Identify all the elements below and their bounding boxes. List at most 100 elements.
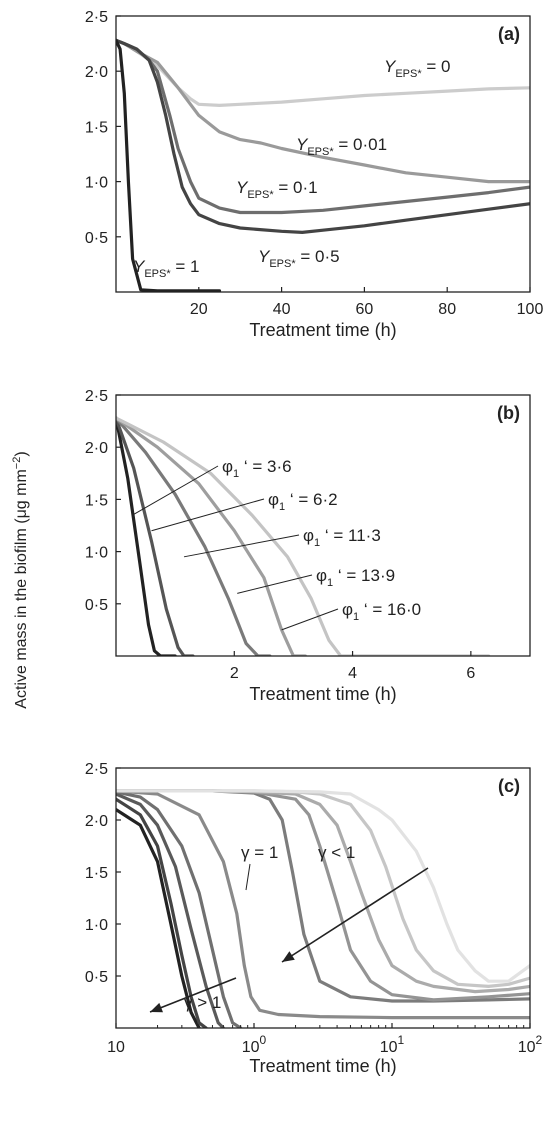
leader-line-3 <box>183 534 300 558</box>
series-label-symbol: φ <box>342 600 353 619</box>
x-tick-label: 10 <box>107 1039 125 1056</box>
panel-label: (a) <box>498 24 520 44</box>
x-tick-label-base: 10 <box>518 1039 536 1056</box>
panel-label: (c) <box>498 776 520 796</box>
y-tick-label: 1·5 <box>85 119 108 136</box>
series-label-symbol: φ <box>222 457 233 476</box>
arrow-gamma-gt-1-head <box>150 1002 163 1013</box>
y-tick-label: 0·5 <box>85 597 108 614</box>
series-label-1: YEPS* = 0 <box>384 57 450 80</box>
series-label-3: φ1 ‘ = 11·3 <box>303 526 381 549</box>
x-tick-label: 100 <box>517 301 544 318</box>
series-line-3 <box>116 416 272 656</box>
series-line-1 <box>116 38 530 107</box>
y-axis-label: Active mass in the biofilm (μg mm−2) <box>11 451 30 708</box>
series-label-value: ‘ = 16·0 <box>359 600 421 619</box>
series-label-symbol: Y <box>133 257 146 276</box>
series-label-value: ‘ = 6·2 <box>285 490 337 509</box>
y-tick-label: 1·5 <box>85 492 108 509</box>
series-label-subscript: 1 <box>327 577 333 589</box>
y-tick-label: 2·5 <box>85 761 108 778</box>
series-label-value: = 1 <box>171 257 200 276</box>
series-line-5 <box>116 38 222 292</box>
x-tick-label-exponent: 2 <box>536 1033 543 1047</box>
y-axis-label-close: ) <box>13 451 30 456</box>
axes-frame <box>115 15 531 293</box>
series-label-value: = 0·1 <box>274 178 318 197</box>
series-label-value: = 0·01 <box>334 135 387 154</box>
series-label-symbol: Y <box>236 178 249 197</box>
series-line-1 <box>116 808 201 1028</box>
y-tick-label: 0·5 <box>85 230 108 247</box>
series-label-symbol: φ <box>316 566 327 585</box>
y-axis-label-exponent: −2 <box>11 457 23 470</box>
series-line-3 <box>116 792 225 1028</box>
x-tick-label: 60 <box>356 301 374 318</box>
x-tick-label: 101 <box>380 1033 405 1056</box>
arrow-gamma-gt-1 <box>149 977 237 1013</box>
series-label-5: φ1 ‘ = 16·0 <box>342 600 421 623</box>
leader-line-1 <box>132 465 219 516</box>
series-line-4 <box>116 416 307 656</box>
x-tick-label: 6 <box>466 665 475 682</box>
series-label-5: YEPS* = 1 <box>133 257 199 280</box>
y-tick-label: 2·0 <box>85 813 108 830</box>
series-line-6 <box>116 789 530 1003</box>
x-tick-label-base: 10 <box>107 1039 125 1056</box>
series-label-value: ‘ = 13·9 <box>333 566 395 585</box>
series-label-subscript: EPS* <box>269 258 296 270</box>
leader-line-2 <box>151 498 265 532</box>
y-tick-label: 1·0 <box>85 917 108 934</box>
leader-gamma-eq-1 <box>245 863 251 891</box>
series-label-2: YEPS* = 0·01 <box>296 135 387 158</box>
series-label-subscript: 1 <box>279 501 285 513</box>
series-label-subscript: 1 <box>353 611 359 623</box>
leader-line-5 <box>281 608 339 631</box>
series-label-value: ‘ = 3·6 <box>239 457 291 476</box>
axes-frame <box>115 767 531 1029</box>
series-label-symbol: Y <box>384 57 397 76</box>
panel-label: (b) <box>497 403 520 423</box>
panel-b: 0·5 1·0 1·5 2·0 2·5 2 4 6 Treatment time (h) (b) φ… <box>85 388 531 704</box>
series-label-subscript: EPS* <box>395 68 422 80</box>
series-label-subscript: EPS* <box>144 268 171 280</box>
x-tick-label: 2 <box>230 665 239 682</box>
arrow-gamma-lt-1 <box>281 867 429 963</box>
x-tick-label: 100 <box>242 1033 267 1056</box>
panel-a: 0·5 1·0 1·5 2·0 2·5 20 40 60 80 100 Treatment time… <box>85 9 544 340</box>
series-line-3 <box>116 38 530 215</box>
series-label-value: = 0 <box>422 57 451 76</box>
x-tick-label-exponent: 0 <box>260 1033 267 1047</box>
leader-line-4 <box>237 574 313 594</box>
y-tick-label: 1·0 <box>85 545 108 562</box>
arrow-gamma-lt-1-head <box>282 951 295 962</box>
x-tick-label-base: 10 <box>380 1039 398 1056</box>
series-line-2 <box>116 416 195 656</box>
series-label-1: φ1 ‘ = 3·6 <box>222 457 292 480</box>
y-tick-label: 1·5 <box>85 865 108 882</box>
series-label-symbol: Y <box>296 135 309 154</box>
series-label-subscript: EPS* <box>247 189 274 201</box>
y-tick-label: 0·5 <box>85 969 108 986</box>
series-label-symbol: φ <box>268 490 279 509</box>
y-tick-label: 2·0 <box>85 440 108 457</box>
series-line-1 <box>116 416 177 656</box>
annotation-gamma-eq-1: γ = 1 <box>241 843 278 862</box>
series-label-2: φ1 ‘ = 6·2 <box>268 490 338 513</box>
x-tick-label: 40 <box>273 301 291 318</box>
series-line-5 <box>116 789 530 1020</box>
y-tick-label: 2·5 <box>85 9 108 26</box>
series-label-subscript: EPS* <box>307 146 334 158</box>
series-label-3: YEPS* = 0·1 <box>236 178 318 201</box>
annotation-gamma-gt-1: γ > 1 <box>184 993 221 1012</box>
series-line-7 <box>116 789 530 1002</box>
series-label-subscript: 1 <box>233 468 239 480</box>
x-axis-label: Treatment time (h) <box>249 684 396 704</box>
axes-frame <box>115 394 531 657</box>
series-line-4 <box>116 790 243 1028</box>
series-line-2 <box>116 797 208 1028</box>
series-label-subscript: 1 <box>314 537 320 549</box>
x-axis-label: Treatment time (h) <box>249 1056 396 1076</box>
